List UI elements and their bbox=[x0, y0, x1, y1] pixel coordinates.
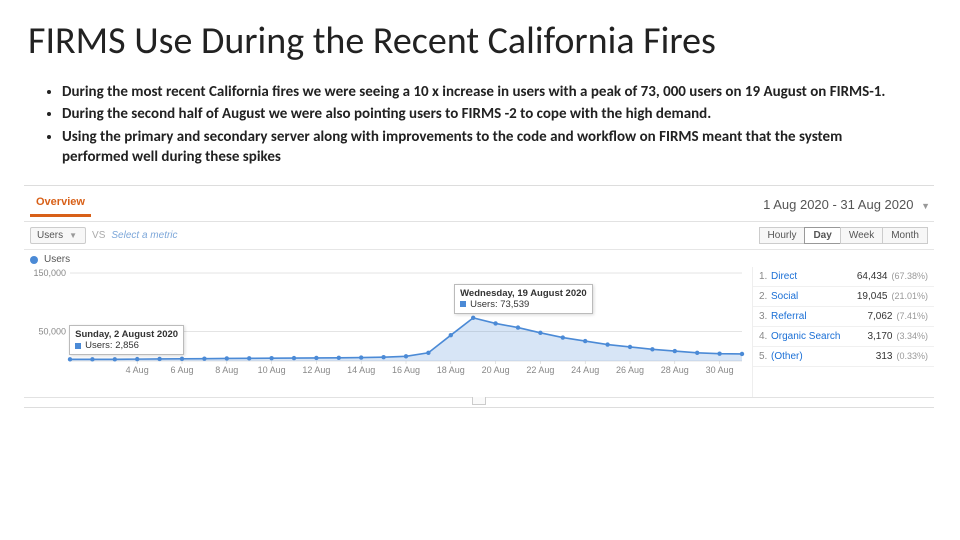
chart-area: 50,000 150,000 4 Aug 6 Aug 8 Aug 10 Aug 12 Aug… bbox=[24, 267, 752, 397]
tab-overview[interactable]: Overview bbox=[30, 192, 91, 217]
svg-text:28 Aug: 28 Aug bbox=[661, 365, 689, 375]
svg-text:16 Aug: 16 Aug bbox=[392, 365, 420, 375]
source-name: Social bbox=[771, 291, 857, 302]
svg-text:26 Aug: 26 Aug bbox=[616, 365, 644, 375]
granularity-day[interactable]: Day bbox=[804, 227, 840, 244]
granularity-month[interactable]: Month bbox=[882, 227, 928, 244]
line-chart: 50,000 150,000 4 Aug 6 Aug 8 Aug 10 Aug 12 Aug… bbox=[28, 269, 748, 379]
metric-label: Users bbox=[37, 230, 63, 241]
source-name: Organic Search bbox=[771, 331, 867, 342]
source-value: 64,434(67.38%) bbox=[857, 271, 928, 282]
granularity-week[interactable]: Week bbox=[840, 227, 883, 244]
source-name: Referral bbox=[771, 311, 867, 322]
svg-text:30 Aug: 30 Aug bbox=[706, 365, 734, 375]
svg-text:14 Aug: 14 Aug bbox=[347, 365, 375, 375]
bullet-item: During the second half of August we were… bbox=[62, 104, 902, 124]
granularity-toggle: HourlyDayWeekMonth bbox=[760, 227, 928, 244]
chevron-down-icon: ▼ bbox=[69, 231, 77, 240]
analytics-panel: Overview 1 Aug 2020 - 31 Aug 2020 ▼ User… bbox=[24, 185, 934, 408]
date-range-picker[interactable]: 1 Aug 2020 - 31 Aug 2020 ▼ bbox=[763, 197, 930, 212]
rank: 3. bbox=[759, 311, 771, 322]
chevron-down-icon: ▼ bbox=[921, 201, 930, 211]
source-row[interactable]: 1.Direct64,434(67.38%) bbox=[753, 267, 934, 287]
source-value: 7,062(7.41%) bbox=[867, 311, 928, 322]
date-range-label: 1 Aug 2020 - 31 Aug 2020 bbox=[763, 197, 913, 212]
bullet-item: During the most recent California fires … bbox=[62, 82, 902, 102]
source-list: 1.Direct64,434(67.38%)2.Social19,045(21.… bbox=[752, 267, 934, 397]
notch-icon bbox=[472, 397, 486, 405]
legend-label: Users bbox=[44, 254, 70, 265]
source-value: 19,045(21.01%) bbox=[857, 291, 928, 302]
svg-text:12 Aug: 12 Aug bbox=[302, 365, 330, 375]
svg-text:150,000: 150,000 bbox=[33, 269, 66, 278]
rank: 2. bbox=[759, 291, 771, 302]
svg-text:50,000: 50,000 bbox=[38, 327, 66, 337]
rank: 5. bbox=[759, 351, 771, 362]
source-row[interactable]: 4.Organic Search3,170(3.34%) bbox=[753, 327, 934, 347]
granularity-hourly[interactable]: Hourly bbox=[759, 227, 806, 244]
svg-text:8 Aug: 8 Aug bbox=[215, 365, 238, 375]
svg-text:4 Aug: 4 Aug bbox=[126, 365, 149, 375]
svg-text:24 Aug: 24 Aug bbox=[571, 365, 599, 375]
bullet-item: Using the primary and secondary server a… bbox=[62, 127, 902, 168]
source-value: 3,170(3.34%) bbox=[867, 331, 928, 342]
source-name: Direct bbox=[771, 271, 857, 282]
rank: 1. bbox=[759, 271, 771, 282]
source-row[interactable]: 5.(Other)313(0.33%) bbox=[753, 347, 934, 367]
source-row[interactable]: 2.Social19,045(21.01%) bbox=[753, 287, 934, 307]
svg-text:22 Aug: 22 Aug bbox=[526, 365, 554, 375]
panel-expander[interactable] bbox=[24, 397, 934, 407]
bullet-list: During the most recent California fires … bbox=[28, 82, 932, 167]
svg-text:18 Aug: 18 Aug bbox=[437, 365, 465, 375]
svg-text:10 Aug: 10 Aug bbox=[258, 365, 286, 375]
source-value: 313(0.33%) bbox=[876, 351, 928, 362]
legend-dot-icon bbox=[30, 256, 38, 264]
secondary-metric-selector[interactable]: Select a metric bbox=[111, 230, 177, 241]
vs-label: VS bbox=[92, 230, 105, 241]
svg-text:20 Aug: 20 Aug bbox=[482, 365, 510, 375]
slide-title: FIRMS Use During the Recent California F… bbox=[28, 18, 932, 64]
primary-metric-selector[interactable]: Users ▼ bbox=[30, 227, 86, 244]
rank: 4. bbox=[759, 331, 771, 342]
tab-bar: Overview bbox=[30, 192, 91, 217]
source-row[interactable]: 3.Referral7,062(7.41%) bbox=[753, 307, 934, 327]
source-name: (Other) bbox=[771, 351, 876, 362]
svg-text:6 Aug: 6 Aug bbox=[170, 365, 193, 375]
